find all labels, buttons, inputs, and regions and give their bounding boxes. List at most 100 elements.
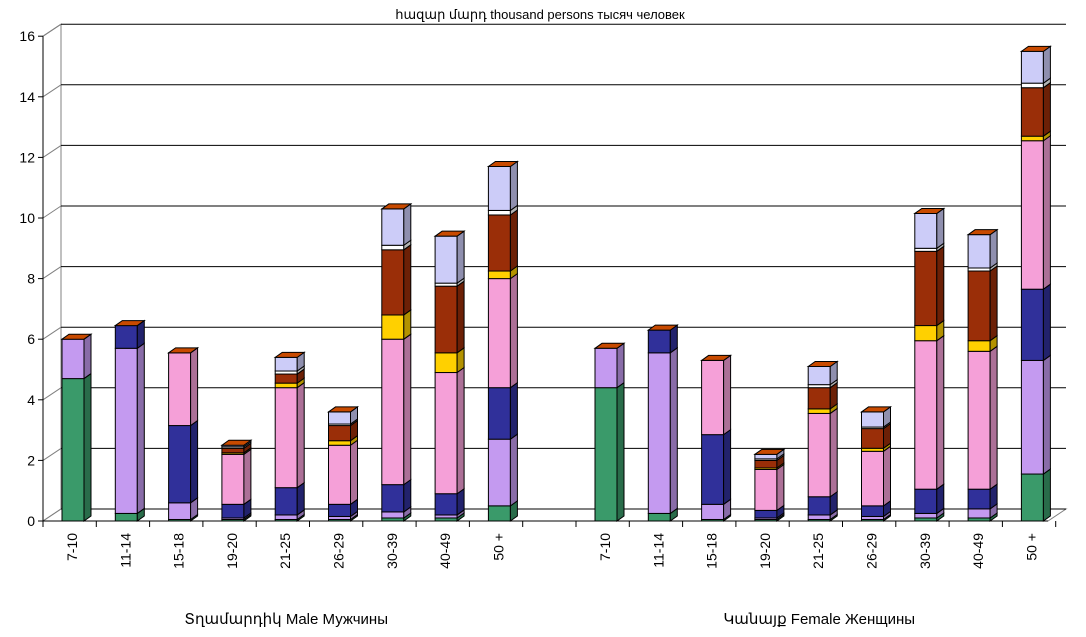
bar-segment [434, 366, 465, 495]
group-label: Կանայք Female Женщины [723, 611, 915, 628]
bar-front [967, 508, 991, 519]
bar-front [221, 503, 245, 519]
gridline-depth [42, 508, 62, 522]
bar-front [434, 285, 458, 354]
bar-front [487, 165, 511, 211]
bar-front [594, 347, 618, 389]
bar-front [487, 438, 511, 507]
bar-stack [326, 405, 360, 522]
bar-front [1020, 135, 1044, 142]
bar-side [1042, 81, 1051, 138]
bar-segment [967, 228, 998, 269]
bar-segment [1020, 134, 1051, 291]
y-tick-label: 2 [27, 452, 35, 468]
bar-front [914, 212, 938, 249]
bar-segment [914, 207, 945, 250]
bar-front [701, 503, 725, 520]
bar-front [61, 338, 85, 380]
bar-segment [274, 381, 305, 489]
bar-front [1020, 359, 1044, 475]
x-tick-label: 40-49 [437, 533, 453, 569]
bar-segment [594, 342, 625, 389]
y-axis: 0 2 4 6 8 10 12 14 16 [19, 28, 44, 529]
y-tick-label: 14 [19, 89, 35, 105]
x-tick-label: 40-49 [970, 533, 986, 569]
bar-front [807, 514, 831, 520]
bar-segment [434, 230, 465, 285]
bar-front [168, 425, 192, 504]
bar-side [350, 439, 358, 506]
bar-front [487, 209, 511, 216]
bar-segment [381, 333, 412, 486]
bar-front [487, 278, 511, 389]
bar-segment [807, 407, 838, 498]
bar-side [1042, 283, 1051, 362]
bar-front [274, 373, 298, 384]
bar-top [753, 448, 786, 455]
bar-front [381, 249, 405, 316]
bar-front [487, 214, 511, 272]
bar-top [326, 406, 360, 413]
bar-front [487, 270, 511, 280]
bar-front [647, 512, 671, 522]
bar-front [1020, 288, 1044, 361]
bar-front [221, 447, 245, 454]
y-tick-label: 12 [19, 149, 35, 165]
bar-segment [381, 308, 412, 341]
bar-stack [966, 228, 999, 522]
bar-segment [114, 342, 145, 515]
bar-front [434, 493, 458, 516]
bar-segment [487, 204, 518, 216]
bar-side [1042, 354, 1051, 476]
bar-front [114, 347, 138, 514]
bar-top [486, 160, 519, 167]
bar-front [754, 459, 778, 469]
bar-segment [434, 280, 465, 354]
x-tick-label: 21-25 [810, 533, 826, 569]
bar-side [509, 381, 518, 441]
bar-side [243, 448, 252, 506]
bar-front [861, 450, 884, 507]
chart-title: հազար մարդ thousand persons тысяч челове… [395, 7, 685, 22]
bar-side [616, 381, 625, 522]
x-tick-label: 19-20 [224, 533, 240, 569]
bar-front [914, 250, 938, 327]
bar-front [328, 425, 351, 442]
bar-side [403, 243, 412, 316]
bar-side [83, 333, 92, 380]
bar-segment [807, 360, 838, 386]
bar-front [381, 208, 405, 246]
bar-top [913, 207, 946, 214]
x-tick-label: 19-20 [757, 533, 773, 569]
bar-top [60, 333, 93, 340]
bar-front [381, 484, 405, 513]
bar-front [61, 378, 85, 522]
x-tick-label: 50 + [1023, 533, 1039, 561]
bar-front [914, 512, 938, 519]
bar-stack [220, 439, 253, 522]
bar-front [1020, 87, 1044, 137]
bar-stack [380, 202, 413, 522]
bar-segment [1020, 354, 1051, 476]
bar-top [433, 230, 466, 237]
gridline-depth [42, 447, 62, 461]
bar-segment [861, 445, 891, 507]
bar-side [456, 230, 465, 285]
bar-side [883, 445, 891, 507]
gridline-depth [42, 266, 62, 280]
bar-front [754, 509, 778, 519]
gridline-depth [42, 84, 62, 98]
bar-segment [487, 272, 518, 389]
bar-segment [487, 208, 518, 272]
gridline-depth [42, 205, 62, 219]
bar-front [754, 453, 778, 460]
bar-segment [381, 478, 412, 513]
bars [60, 45, 1052, 522]
bar-segment [1020, 468, 1051, 522]
x-tick-label: 26-29 [864, 533, 880, 569]
bar-side [136, 342, 145, 515]
bar-top [113, 320, 146, 327]
bar-segment [168, 346, 199, 427]
